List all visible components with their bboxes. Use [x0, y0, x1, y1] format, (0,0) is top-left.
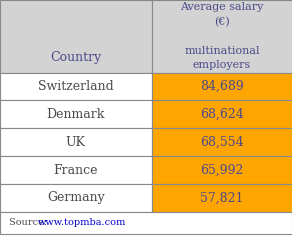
FancyBboxPatch shape [0, 128, 152, 156]
Text: employers: employers [193, 60, 251, 70]
Text: www.topmba.com: www.topmba.com [38, 218, 126, 227]
Text: Source:: Source: [9, 218, 50, 227]
Text: France: France [54, 164, 98, 176]
Text: 68,624: 68,624 [200, 108, 244, 121]
FancyBboxPatch shape [152, 100, 292, 128]
FancyBboxPatch shape [0, 0, 152, 73]
Text: 68,554: 68,554 [200, 136, 244, 149]
FancyBboxPatch shape [152, 73, 292, 100]
FancyBboxPatch shape [0, 73, 152, 100]
FancyBboxPatch shape [152, 0, 292, 73]
Text: Germany: Germany [47, 191, 105, 204]
FancyBboxPatch shape [0, 212, 292, 234]
FancyBboxPatch shape [0, 100, 152, 128]
Text: Country: Country [50, 51, 102, 64]
Text: Switzerland: Switzerland [38, 80, 114, 93]
FancyBboxPatch shape [152, 128, 292, 156]
Text: 57,821: 57,821 [200, 191, 244, 204]
FancyBboxPatch shape [152, 156, 292, 184]
Text: (€): (€) [214, 17, 230, 27]
Text: Average salary: Average salary [180, 2, 264, 12]
FancyBboxPatch shape [0, 156, 152, 184]
Text: Denmark: Denmark [47, 108, 105, 121]
FancyBboxPatch shape [0, 184, 152, 212]
FancyBboxPatch shape [152, 184, 292, 212]
Text: 84,689: 84,689 [200, 80, 244, 93]
Text: 65,992: 65,992 [200, 164, 244, 176]
Text: multinational: multinational [184, 46, 260, 56]
Text: UK: UK [66, 136, 86, 149]
